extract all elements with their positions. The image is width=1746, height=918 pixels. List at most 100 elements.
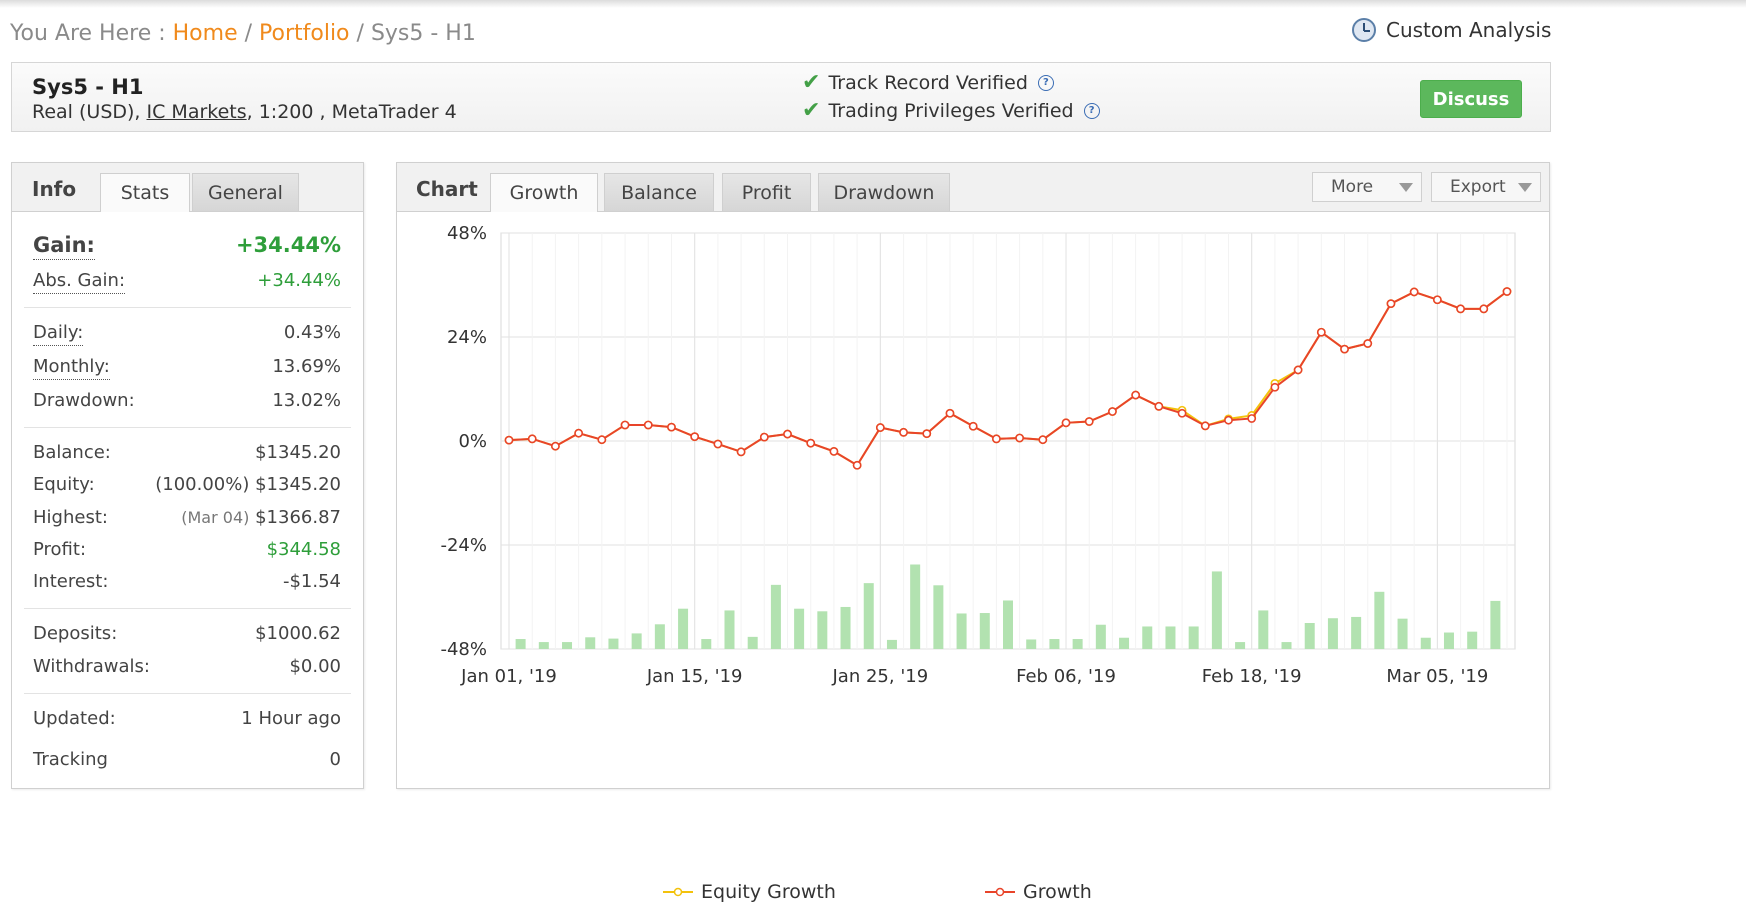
highest-value-group: (Mar 04) $1366.87 xyxy=(181,507,341,528)
y-tick-label: -48% xyxy=(440,639,487,660)
discuss-button[interactable]: Discuss xyxy=(1420,80,1522,118)
profit-bar xyxy=(1258,610,1269,649)
help-icon[interactable]: ? xyxy=(1083,102,1100,119)
growth-point xyxy=(1456,304,1465,314)
more-label: More xyxy=(1331,177,1374,197)
growth-point xyxy=(899,427,908,437)
growth-point xyxy=(527,434,537,444)
profit-bar xyxy=(840,606,851,649)
gain-label: Gain: xyxy=(33,233,95,260)
tab-drawdown[interactable]: Drawdown xyxy=(818,173,950,211)
legend-growth-marker xyxy=(985,887,1015,897)
daily-label: Daily: xyxy=(33,322,84,346)
growth-point xyxy=(504,435,514,445)
growth-point xyxy=(922,429,932,439)
x-tick-label: Jan 25, '19 xyxy=(832,666,929,687)
tracking-label: Tracking xyxy=(33,749,108,770)
growth-point xyxy=(968,421,978,431)
tab-growth[interactable]: Growth xyxy=(490,173,598,212)
growth-point xyxy=(1154,401,1164,411)
profit-bar xyxy=(1095,624,1106,649)
growth-point xyxy=(1340,344,1349,354)
help-icon[interactable]: ? xyxy=(1037,74,1054,91)
tab-stats[interactable]: Stats xyxy=(100,173,190,212)
profit-bar xyxy=(794,608,805,649)
growth-chart[interactable]: 48% 24% 0% -24% -48% Jan 01, '19 Jan 15, '19 Ja… xyxy=(397,211,1549,771)
equity-value: $1345.20 xyxy=(255,474,341,495)
account-name: Sys5 - H1 xyxy=(32,75,144,99)
growth-point xyxy=(991,434,1001,444)
growth-point xyxy=(1038,435,1048,445)
profit-bar xyxy=(956,613,967,649)
growth-point xyxy=(1177,408,1187,418)
divider xyxy=(24,427,351,428)
profit-bar xyxy=(724,610,735,649)
profit-bar xyxy=(933,585,944,649)
divider xyxy=(24,307,351,308)
growth-point xyxy=(1270,382,1280,392)
breadcrumb-home-link[interactable]: Home xyxy=(172,21,238,46)
profit-bar xyxy=(631,633,642,649)
profit-bar xyxy=(770,584,781,649)
profit-bar xyxy=(654,624,665,649)
growth-point xyxy=(620,420,630,430)
y-tick-label: 24% xyxy=(447,327,487,348)
profit-value: $344.58 xyxy=(266,539,341,560)
divider xyxy=(24,693,351,694)
checkmark-icon: ✔ xyxy=(802,98,821,123)
balance-label: Balance: xyxy=(33,442,111,463)
profit-bar xyxy=(863,583,874,649)
tab-profit[interactable]: Profit xyxy=(722,173,811,211)
profit-bar xyxy=(562,642,573,649)
profit-bar xyxy=(910,564,921,649)
export-dropdown[interactable]: Export xyxy=(1431,172,1541,202)
profit-bar xyxy=(886,639,897,649)
legend-equity-growth[interactable]: Equity Growth xyxy=(663,881,836,903)
clock-icon xyxy=(1352,18,1376,42)
growth-point xyxy=(690,432,700,442)
profit-bar xyxy=(1420,637,1431,649)
interest-label: Interest: xyxy=(33,571,109,592)
profit-bar xyxy=(1211,571,1222,649)
growth-point xyxy=(875,423,885,432)
profit-bar xyxy=(1327,618,1338,649)
breadcrumb-current: Sys5 - H1 xyxy=(370,21,476,46)
equity-percent: (100.00%) xyxy=(155,474,250,495)
growth-point xyxy=(759,432,769,442)
deposits-value: $1000.62 xyxy=(255,623,341,644)
growth-point xyxy=(1200,421,1210,431)
drawdown-label: Drawdown: xyxy=(33,390,135,411)
profit-bar xyxy=(538,642,549,649)
legend-growth[interactable]: Growth xyxy=(985,881,1092,903)
growth-point xyxy=(1224,415,1233,425)
equity-value-group: (100.00%) $1345.20 xyxy=(155,474,341,495)
profit-bar xyxy=(608,638,619,649)
growth-point xyxy=(1247,414,1257,423)
track-record-label: Track Record Verified xyxy=(828,71,1028,94)
trading-privileges-verified: ✔ Trading Privileges Verified ? xyxy=(802,98,1100,123)
profit-bar xyxy=(747,636,758,649)
growth-point xyxy=(1479,304,1489,314)
growth-point xyxy=(597,435,607,445)
growth-point xyxy=(852,460,862,470)
chart-panel-title: Chart xyxy=(416,177,478,201)
more-dropdown[interactable]: More xyxy=(1312,172,1422,202)
broker-link[interactable]: IC Markets xyxy=(146,101,247,123)
growth-point xyxy=(1293,365,1303,375)
highest-date: (Mar 04) xyxy=(181,508,250,527)
tab-balance[interactable]: Balance xyxy=(604,173,714,211)
top-shadow xyxy=(0,0,1746,8)
deposits-label: Deposits: xyxy=(33,623,118,644)
custom-analysis-link[interactable]: Custom Analysis xyxy=(1352,18,1551,42)
x-tick-label: Feb 18, '19 xyxy=(1202,666,1302,687)
growth-point xyxy=(1316,327,1326,337)
profit-bar xyxy=(678,608,689,649)
tab-general[interactable]: General xyxy=(192,173,299,211)
legend-growth-label: Growth xyxy=(1023,881,1092,903)
profit-bar xyxy=(1072,639,1083,649)
breadcrumb-portfolio-link[interactable]: Portfolio xyxy=(259,21,350,46)
growth-point xyxy=(1131,390,1141,400)
growth-point xyxy=(1108,407,1117,416)
checkmark-icon: ✔ xyxy=(802,70,821,95)
updated-label: Updated: xyxy=(33,708,116,729)
